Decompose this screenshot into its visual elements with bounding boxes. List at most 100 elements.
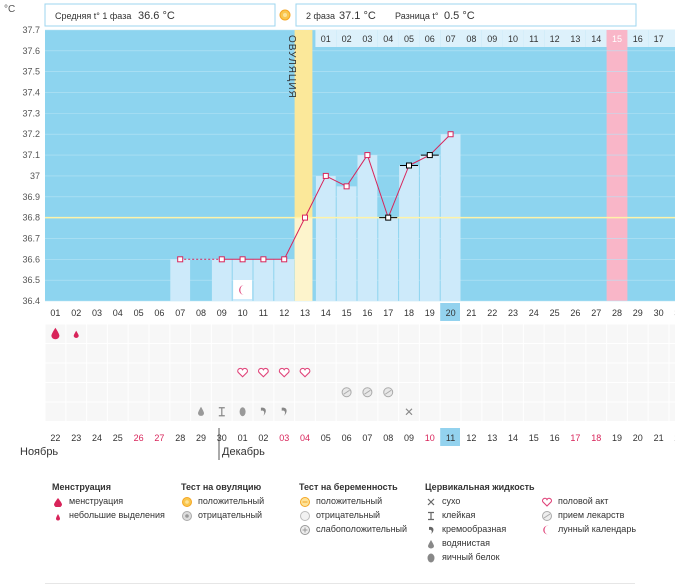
grid-cell <box>128 363 149 382</box>
date-label: 26 <box>134 433 144 443</box>
heart-icon <box>258 367 269 378</box>
legend-ovulation-negative: отрицательный <box>181 510 262 521</box>
date-label: 17 <box>570 433 580 443</box>
date-label: 06 <box>342 433 352 443</box>
grid-cell <box>461 363 482 382</box>
grid-cell <box>544 402 565 421</box>
heart-icon <box>237 367 248 378</box>
grid-cell <box>357 344 378 363</box>
temperature-point <box>426 152 433 159</box>
legend-fluid-eggwhite: яичный белок <box>425 552 500 563</box>
legend: Менструация менструация небольшие выделе… <box>0 476 675 587</box>
cycle-day-label: 21 <box>466 308 476 318</box>
cycle-day-label: 08 <box>196 308 206 318</box>
series-segment <box>408 154 431 166</box>
temperature-bar <box>170 259 191 301</box>
phase2-label: 2 фаза <box>306 11 335 21</box>
pill-line <box>364 389 371 395</box>
date-label: 28 <box>175 433 185 443</box>
grid-cell <box>523 363 544 382</box>
legend-intercourse-label: половой акт <box>558 496 609 506</box>
post-day-cell <box>357 30 378 47</box>
temperature-point <box>322 172 329 179</box>
date-label: 27 <box>154 433 164 443</box>
post-day-cell <box>523 30 545 47</box>
legend-fluid-watery-label: водянистая <box>442 538 491 548</box>
y-tick-label: 37.6 <box>22 46 40 56</box>
post-day-label: 02 <box>342 34 352 44</box>
grid-cell <box>523 383 544 402</box>
temperature-point <box>406 162 412 169</box>
grid-cell <box>232 324 253 343</box>
grid-cell <box>669 324 675 343</box>
phase1-value: 36.6 °C <box>138 10 175 22</box>
grid-cell <box>544 363 565 382</box>
legend-medication: прием лекарств <box>541 510 624 521</box>
cycle-day-label: 12 <box>279 308 289 318</box>
grid-cell <box>669 383 675 402</box>
date-label: 12 <box>466 433 476 443</box>
grid-cell <box>295 402 315 421</box>
cycle-day-label: 11 <box>259 308 268 318</box>
temperature-bar <box>419 155 440 301</box>
temperature-point <box>447 131 454 138</box>
creamy-icon <box>281 407 287 416</box>
y-tick-label: 36.8 <box>22 213 40 223</box>
grid-cell <box>544 324 565 343</box>
grid-cell <box>149 383 170 402</box>
y-tick-label: 37.7 <box>22 25 40 35</box>
lunar-cell <box>233 280 252 299</box>
grid-cell <box>419 383 440 402</box>
header-phase2-box <box>295 3 637 27</box>
cycle-day-label: 07 <box>175 308 185 318</box>
temperature-point <box>218 256 225 263</box>
grid-cell <box>295 383 315 402</box>
grid-cell <box>461 402 482 421</box>
legend-ovulation-title: Тест на овуляцию <box>181 482 262 492</box>
today-cell <box>440 303 460 321</box>
date-label: 15 <box>529 433 539 443</box>
post-day-cell <box>440 30 461 47</box>
grid-cell <box>399 344 419 363</box>
series-segment <box>304 175 327 218</box>
post-day-cell <box>627 30 649 47</box>
grid-cell <box>607 324 627 343</box>
grid-cell <box>378 402 399 421</box>
grid-cell <box>648 344 669 363</box>
post-day-cell <box>315 30 337 47</box>
post-day-cell <box>461 30 482 47</box>
grid-cell <box>336 324 357 343</box>
month-left-label: Ноябрь <box>20 446 58 458</box>
grid-cell <box>315 324 336 343</box>
cycle-day-label: 06 <box>154 308 164 318</box>
grid-cell <box>586 363 607 382</box>
post-day-cell <box>585 30 607 47</box>
grid-cell <box>419 324 440 343</box>
grid-cell <box>399 363 419 382</box>
spotting-icon <box>73 330 79 338</box>
post-day-label: 17 <box>654 34 664 44</box>
grid-cell <box>336 363 357 382</box>
grid-cell <box>128 402 149 421</box>
date-label: 22 <box>50 433 60 443</box>
phase1-label: Средняя t° 1 фаза <box>55 11 131 21</box>
post-day-cell <box>648 30 669 47</box>
grid-cell <box>87 383 107 402</box>
grid-cell <box>232 344 253 363</box>
grid-cell <box>149 402 170 421</box>
post-day-cell <box>419 30 441 47</box>
phase2-value: 37.1 °C <box>339 10 376 22</box>
date-label: 07 <box>362 433 372 443</box>
temperature-point <box>177 256 184 263</box>
temperature-bar <box>274 259 295 301</box>
y-tick-label: 36.7 <box>22 233 40 243</box>
grid-cell <box>503 402 523 421</box>
grid-cell <box>315 383 336 402</box>
creamy-icon <box>425 525 437 535</box>
grid-cell <box>170 324 191 343</box>
grid-cell <box>607 402 627 421</box>
temperature-bars <box>170 134 461 301</box>
diff-label: Разница t° <box>395 11 439 21</box>
y-axis-ticks: 37.7 37.6 37.5 37.4 37.3 37.2 37.1 37 36.9 36.8 36… <box>22 25 40 306</box>
eggwhite-icon <box>239 407 246 417</box>
